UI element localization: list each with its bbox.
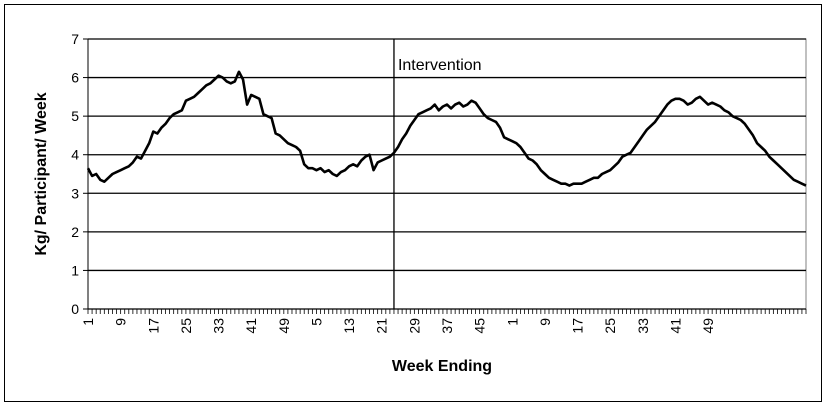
x-tick-label: 25 <box>602 318 618 334</box>
y-tick-label: 7 <box>71 31 79 47</box>
y-tick-label: 3 <box>71 185 79 201</box>
annotation-group: Intervention <box>393 39 482 309</box>
plot-area <box>87 38 807 310</box>
x-tick-label: 49 <box>700 318 716 334</box>
x-tick-label: 33 <box>635 318 651 334</box>
x-tick-label: 5 <box>308 318 324 326</box>
x-tick-label: 49 <box>276 318 292 334</box>
x-tick-label: 17 <box>145 318 161 334</box>
y-tick-label: 4 <box>71 147 79 163</box>
intervention-label: Intervention <box>398 57 482 74</box>
x-tick-label: 45 <box>472 318 488 334</box>
x-tick-label: 33 <box>211 318 227 334</box>
y-tick-label: 5 <box>71 108 79 124</box>
x-tick-label: 9 <box>537 318 553 326</box>
x-tick-label: 1 <box>80 318 96 326</box>
y-tick-label: 0 <box>71 301 79 317</box>
x-axis-title: Week Ending <box>392 358 492 375</box>
series-line <box>86 70 807 187</box>
x-tick-label: 1 <box>504 318 520 326</box>
x-tick-label: 17 <box>570 318 586 334</box>
x-tick-label: 21 <box>374 318 390 334</box>
y-tick-label: 6 <box>71 70 79 86</box>
y-axis-title: Kg/ Participant/ Week <box>33 92 50 255</box>
grid-lines <box>88 38 806 272</box>
x-tick-label: 29 <box>406 318 422 334</box>
x-tick-label: 41 <box>667 318 683 334</box>
x-axis: 1 9 17 25 33 41 49 5 13 21 29 37 45 1 9 17 25 33 41 49 <box>80 308 807 334</box>
y-axis: 0 1 2 3 4 5 6 7 <box>71 31 89 317</box>
x-tick-label: 37 <box>439 318 455 334</box>
y-tick-label: 1 <box>71 262 79 278</box>
x-tick-label: 25 <box>178 318 194 334</box>
series-group <box>86 70 807 187</box>
y-tick-label: 2 <box>71 224 79 240</box>
x-tick-label: 13 <box>341 318 357 334</box>
x-tick-label: 41 <box>243 318 259 334</box>
x-tick-label: 9 <box>113 318 129 326</box>
